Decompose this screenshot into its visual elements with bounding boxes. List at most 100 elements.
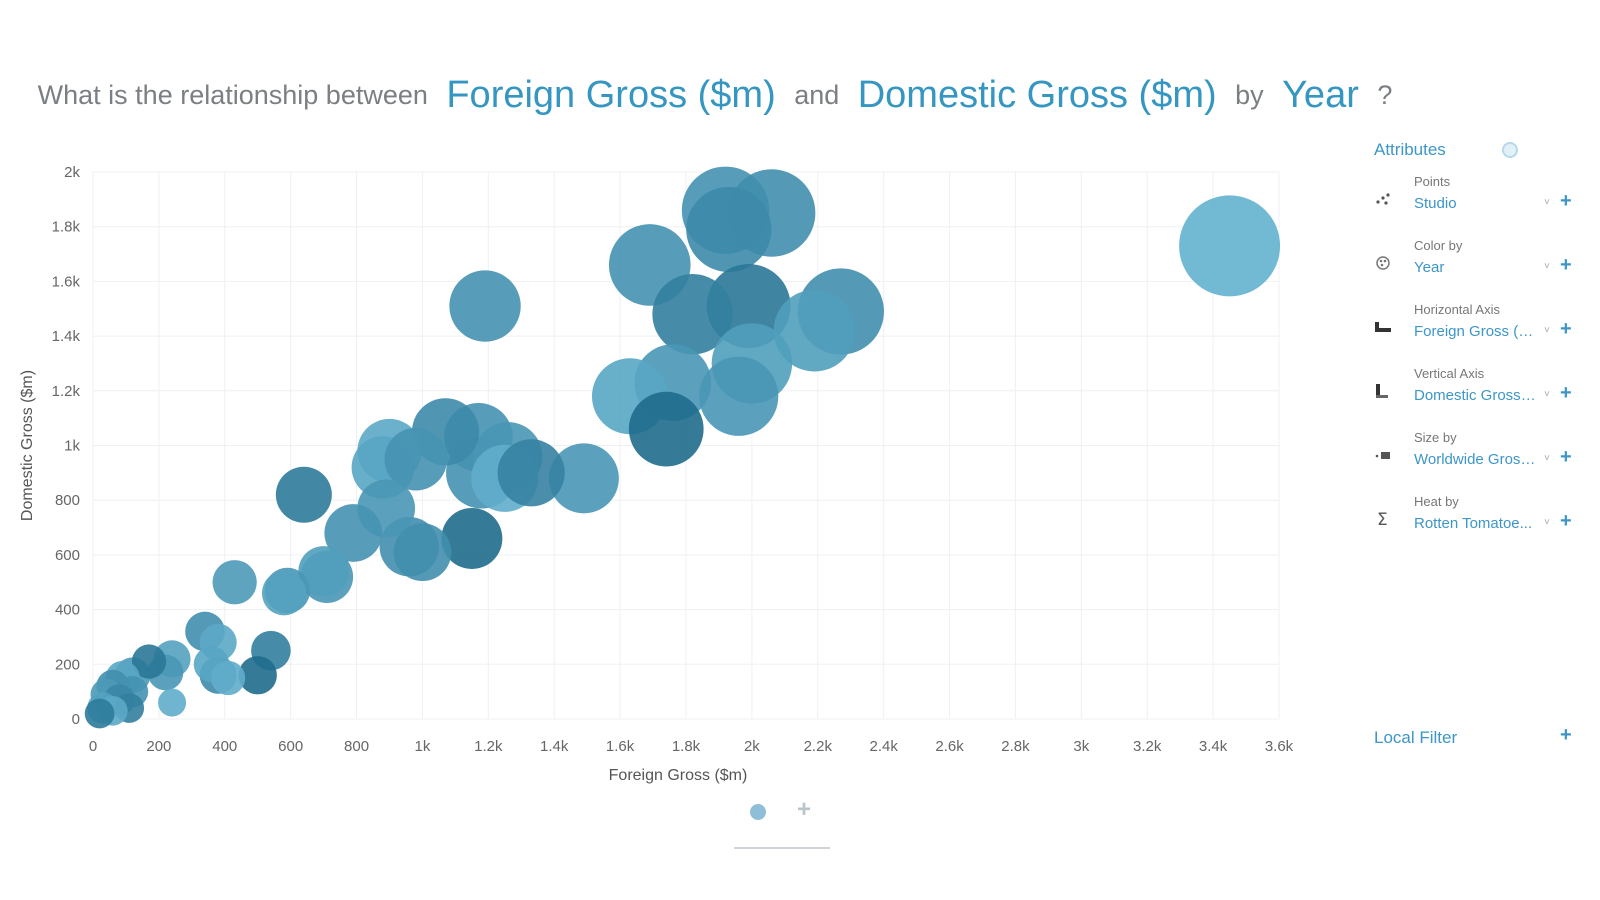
chevron-down-icon[interactable]: ˅ [1544, 325, 1550, 336]
attribute-value-dropdown[interactable]: Studio [1414, 195, 1457, 212]
data-point[interactable] [686, 186, 772, 273]
group-field-selector[interactable]: Year [1282, 74, 1359, 116]
chevron-down-icon[interactable]: ˅ [1544, 261, 1550, 272]
x-tick-label: 1.8k [672, 738, 701, 755]
attribute-row-heat-by: Σ Heat by Rotten Tomatoe... ˅ + [1374, 488, 1584, 552]
data-point[interactable] [131, 644, 167, 679]
attributes-panel: Attributes Points Studio ˅ + Color by Year ˅ + H… [1374, 140, 1584, 552]
attribute-label: Color by [1414, 238, 1463, 253]
chart-page-dot[interactable] [750, 804, 766, 820]
attribute-value-dropdown[interactable]: Foreign Gross ($... [1414, 323, 1536, 340]
x-field-selector[interactable]: Foreign Gross ($m) [446, 74, 776, 116]
data-point[interactable] [1179, 195, 1281, 297]
add-attribute-button[interactable]: + [1560, 190, 1572, 212]
data-point[interactable] [238, 656, 277, 695]
data-point[interactable] [261, 571, 307, 616]
add-attribute-button[interactable]: + [1560, 510, 1572, 532]
data-point[interactable] [628, 391, 704, 467]
size-icon [1374, 446, 1392, 464]
x-tick-label: 3.2k [1133, 738, 1162, 755]
attribute-value-dropdown[interactable]: Rotten Tomatoe... [1414, 515, 1533, 532]
attribute-row-size-by: Size by Worldwide Gross ... ˅ + [1374, 424, 1584, 488]
data-point[interactable] [324, 504, 383, 562]
data-point[interactable] [210, 660, 246, 696]
attribute-label: Heat by [1414, 494, 1459, 509]
y-tick-label: 600 [55, 547, 80, 564]
x-tick-label: 1.4k [540, 738, 569, 755]
x-axis-title: Foreign Gross ($m) [609, 767, 748, 784]
x-tick-label: 1k [415, 738, 431, 755]
palette-icon [1374, 254, 1392, 272]
add-attribute-button[interactable]: + [1560, 382, 1572, 404]
y-tick-label: 800 [55, 492, 80, 509]
scatter-points-icon [1374, 190, 1392, 208]
question-bar: What is the relationship between Foreign… [0, 74, 1430, 117]
y-tick-label: 200 [55, 656, 80, 673]
y-field-selector[interactable]: Domestic Gross ($m) [857, 74, 1217, 116]
x-tick-label: 1.6k [606, 738, 635, 755]
question-by: by [1235, 80, 1264, 110]
chevron-down-icon[interactable]: ˅ [1544, 389, 1550, 400]
attributes-header: Attributes [1374, 140, 1584, 168]
add-chart-button[interactable]: + [797, 796, 812, 823]
add-attribute-button[interactable]: + [1560, 446, 1572, 468]
attribute-row-horizontal-axis: Horizontal Axis Foreign Gross ($... ˅ + [1374, 296, 1584, 360]
attribute-value-dropdown[interactable]: Worldwide Gross ... [1414, 451, 1536, 468]
attribute-value-dropdown[interactable]: Domestic Gross ... [1414, 387, 1536, 404]
data-point[interactable] [548, 443, 619, 514]
y-tick-label: 400 [55, 602, 80, 619]
add-local-filter-button[interactable]: + [1560, 724, 1572, 746]
y-tick-label: 2k [64, 164, 80, 181]
pager-divider [734, 847, 830, 849]
y-tick-label: 1k [64, 438, 80, 455]
attributes-title[interactable]: Attributes [1374, 140, 1446, 159]
data-point[interactable] [84, 698, 115, 729]
attribute-row-vertical-axis: Vertical Axis Domestic Gross ... ˅ + [1374, 360, 1584, 424]
data-point[interactable] [652, 274, 733, 355]
data-point[interactable] [441, 507, 503, 570]
question-conjunction: and [794, 80, 840, 110]
x-tick-label: 0 [89, 738, 97, 755]
vertical-axis-icon [1374, 382, 1392, 400]
local-filter-label[interactable]: Local Filter [1374, 728, 1458, 747]
chevron-down-icon[interactable]: ˅ [1544, 453, 1550, 464]
data-point[interactable] [773, 289, 856, 372]
chevron-down-icon[interactable]: ˅ [1544, 517, 1550, 528]
question-prefix: What is the relationship between [37, 80, 428, 110]
y-tick-label: 1.4k [52, 328, 81, 345]
data-point[interactable] [275, 466, 332, 523]
data-point[interactable] [212, 560, 257, 605]
attribute-label: Size by [1414, 430, 1457, 445]
attribute-row-points: Points Studio ˅ + [1374, 168, 1584, 232]
data-point[interactable] [158, 688, 187, 717]
scatter-chart: 0 200 400 600 800 1k 1.2k 1.4k 1.6k 1.8k 2k 2.2k 2.4… [19, 164, 1294, 784]
data-point[interactable] [497, 439, 565, 507]
x-tick-label: 3k [1073, 738, 1089, 755]
attribute-label: Horizontal Axis [1414, 302, 1500, 317]
y-tick-label: 1.8k [52, 219, 81, 236]
data-point[interactable] [384, 427, 448, 491]
question-suffix: ? [1377, 80, 1393, 110]
y-axis-title: Domestic Gross ($m) [19, 370, 36, 521]
x-tick-label: 2.2k [804, 738, 833, 755]
x-tick-label: 3.4k [1199, 738, 1228, 755]
attribute-label: Points [1414, 174, 1451, 189]
chevron-down-icon[interactable]: ˅ [1544, 197, 1550, 208]
y-tick-label: 1.2k [52, 383, 81, 400]
add-attribute-button[interactable]: + [1560, 318, 1572, 340]
attribute-value-dropdown[interactable]: Year [1414, 259, 1445, 276]
data-point[interactable] [298, 546, 349, 597]
x-tick-label: 3.6k [1265, 738, 1294, 755]
x-tick-label: 400 [212, 738, 237, 755]
x-tick-label: 2k [744, 738, 760, 755]
svg-text:Σ: Σ [1377, 510, 1388, 528]
settings-icon[interactable] [1502, 142, 1518, 158]
x-tick-label: 600 [278, 738, 303, 755]
y-tick-label: 0 [72, 711, 80, 728]
data-point[interactable] [393, 523, 452, 582]
y-tick-label: 1.6k [52, 273, 81, 290]
data-point[interactable] [699, 356, 779, 436]
add-attribute-button[interactable]: + [1560, 254, 1572, 276]
x-tick-label: 2.4k [869, 738, 898, 755]
data-point[interactable] [449, 270, 521, 342]
